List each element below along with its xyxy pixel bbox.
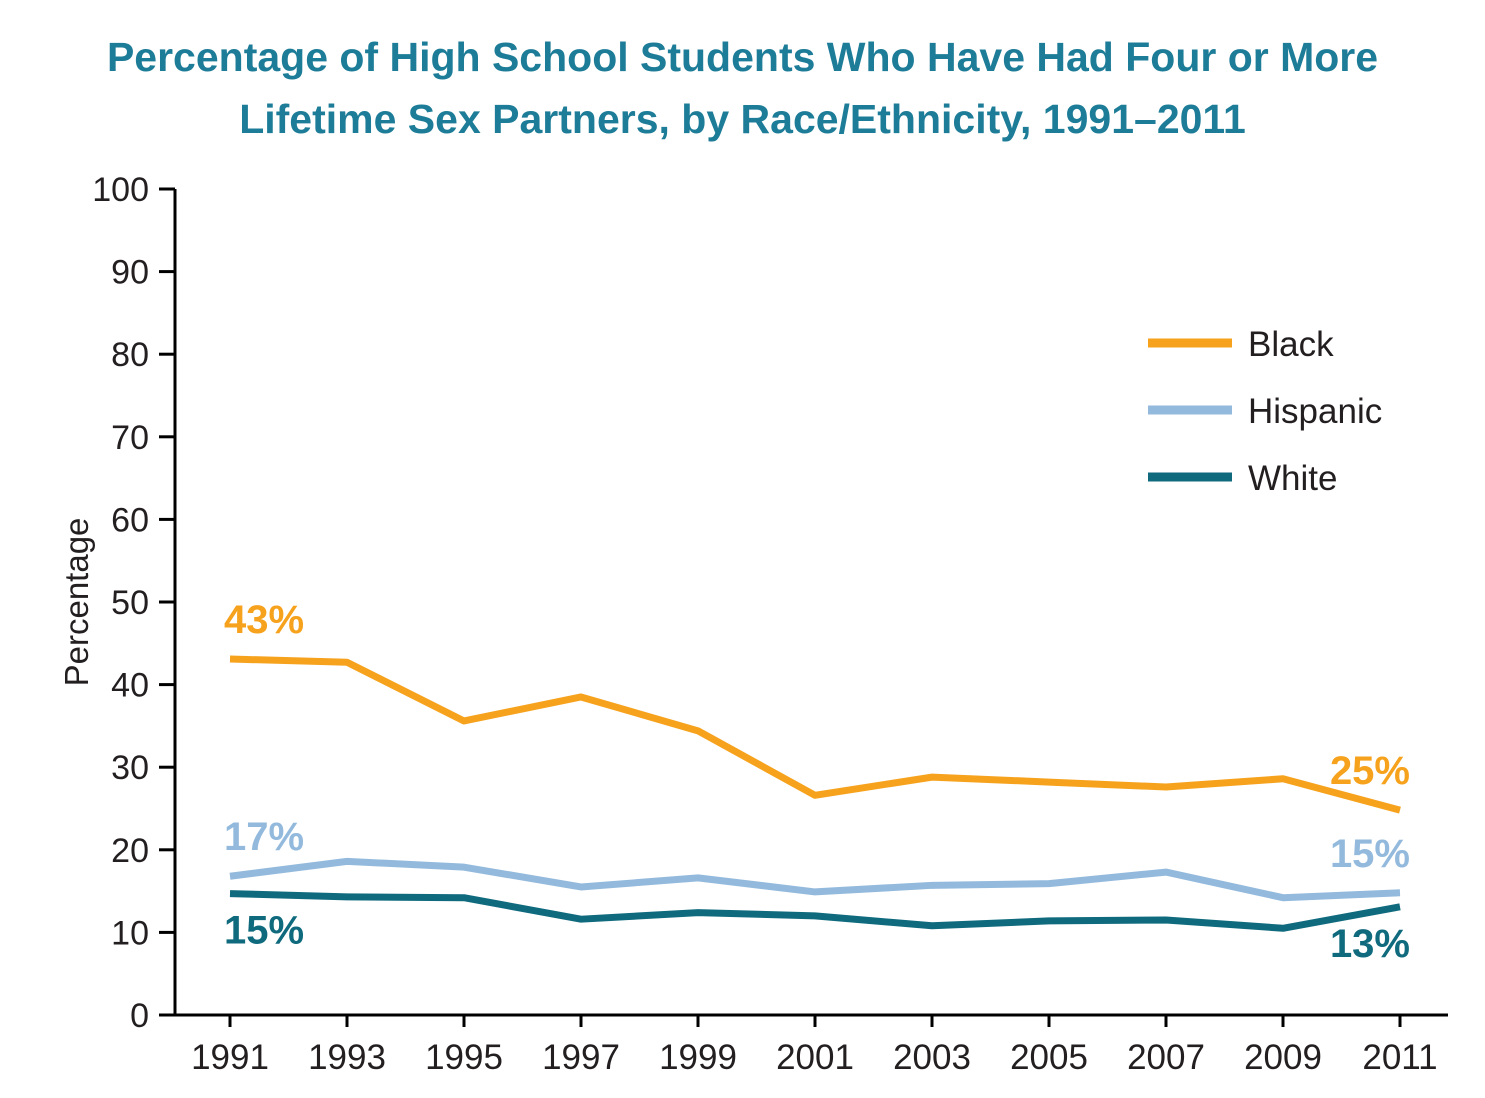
- chart-title-line2: Lifetime Sex Partners, by Race/Ethnicity…: [239, 96, 1246, 142]
- x-tick-label: 2005: [1010, 1038, 1088, 1077]
- annotation-black-start: 43%: [224, 598, 304, 642]
- y-tick-label: 50: [111, 584, 149, 622]
- y-tick-label: 40: [111, 667, 149, 705]
- series-line-white: [229, 890, 1401, 932]
- legend-label-black: Black: [1248, 325, 1334, 364]
- x-tick-label: 1993: [308, 1038, 386, 1077]
- y-axis-title: Percentage: [58, 518, 95, 687]
- y-tick-label: 70: [111, 419, 149, 457]
- annotation-white-start: 15%: [224, 909, 304, 953]
- y-tick-label: 100: [92, 171, 149, 209]
- annotation-hispanic-end: 15%: [1330, 832, 1410, 876]
- annotation-white-end: 13%: [1330, 922, 1410, 966]
- y-tick-label: 80: [111, 336, 149, 374]
- x-tick-label: 1997: [542, 1038, 620, 1077]
- annotation-black-end: 25%: [1330, 749, 1410, 793]
- annotation-hispanic-start: 17%: [224, 815, 304, 859]
- x-tick-label: 2009: [1244, 1038, 1322, 1077]
- x-tick-label: 1995: [425, 1038, 503, 1077]
- chart-title-line1: Percentage of High School Students Who H…: [106, 34, 1379, 80]
- legend-label-hispanic: Hispanic: [1248, 392, 1382, 431]
- x-tick-label: 2001: [776, 1038, 854, 1077]
- y-tick-label: 90: [111, 254, 149, 292]
- y-tick-label: 20: [111, 832, 149, 870]
- series-line-black: [229, 655, 1401, 814]
- x-tick-label: 2003: [893, 1038, 971, 1077]
- chart-title: Percentage of High School Students Who H…: [0, 0, 1485, 150]
- y-tick-label: 10: [111, 914, 149, 952]
- y-tick-label: 0: [130, 997, 149, 1035]
- y-tick-label: 30: [111, 749, 149, 787]
- line-chart: 0 10 20 30 40 50 60 70 80 90 100 1991 1993 1995 1997 19…: [58, 171, 1448, 1077]
- series-line-hispanic: [229, 857, 1401, 902]
- y-tick-label: 60: [111, 501, 149, 539]
- legend-label-white: White: [1248, 459, 1337, 498]
- x-tick-label: 2007: [1127, 1038, 1205, 1077]
- x-tick-label: 1999: [659, 1038, 737, 1077]
- x-tick-label: 1991: [191, 1038, 269, 1077]
- x-tick-label: 2011: [1362, 1038, 1437, 1077]
